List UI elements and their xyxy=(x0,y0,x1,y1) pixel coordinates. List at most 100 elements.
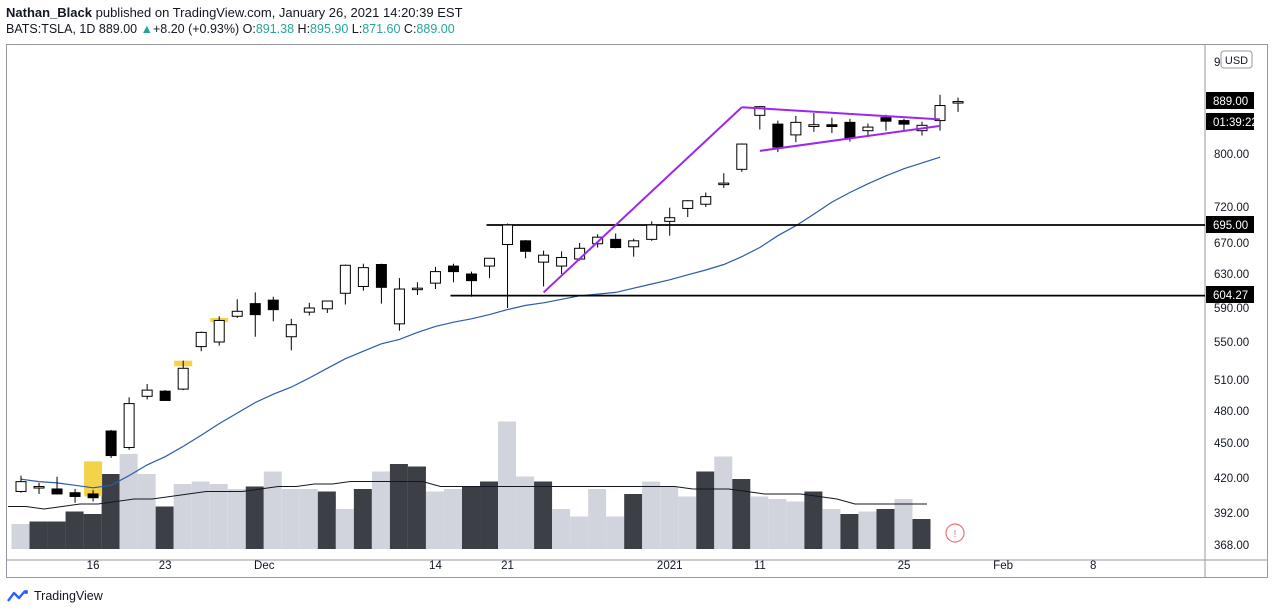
volume-bar xyxy=(443,489,462,549)
candle-body xyxy=(249,303,261,316)
candle-body xyxy=(790,121,802,136)
candle-body xyxy=(754,106,766,116)
y-tick-label: 800.00 xyxy=(1214,149,1249,161)
volume-bar xyxy=(606,516,625,549)
publish-header: Nathan_Black published on TradingView.co… xyxy=(6,5,463,20)
candle-body xyxy=(862,126,874,132)
candle-body xyxy=(718,182,730,186)
candle-body xyxy=(159,390,171,401)
x-tick-label: Feb xyxy=(993,560,1013,572)
x-tick-label: Dec xyxy=(254,560,275,572)
volume-bar xyxy=(335,509,354,549)
high-label: H: xyxy=(297,22,311,36)
pattern-trendline xyxy=(741,106,941,121)
candle-body xyxy=(51,488,63,495)
candle-body xyxy=(466,273,477,282)
volume-bar xyxy=(660,486,679,549)
symbol-label[interactable]: BATS:TSLA, 1D xyxy=(6,22,96,36)
y-tick-label: 720.00 xyxy=(1214,202,1249,214)
volume-bar xyxy=(11,524,30,549)
volume-bar xyxy=(227,489,246,549)
change-value: +8.20 (+0.93%) xyxy=(152,22,240,36)
candle-body xyxy=(664,217,676,222)
y-tick-label: 630.00 xyxy=(1214,269,1249,281)
y-tick-label-partial: 9 xyxy=(1214,57,1220,69)
pattern-trendline xyxy=(759,124,941,152)
candle-body xyxy=(898,120,910,125)
volume-bar xyxy=(155,506,174,549)
volume-bar xyxy=(588,489,607,549)
candle-body xyxy=(502,224,514,246)
chart-frame[interactable] xyxy=(6,44,1268,578)
candle-body xyxy=(123,403,135,449)
open-value: 891.38 xyxy=(255,22,295,36)
candle-body xyxy=(69,492,81,497)
tradingview-footer[interactable]: TradingView xyxy=(6,589,103,603)
pattern-trendline xyxy=(542,106,743,294)
x-tick-label: 14 xyxy=(429,560,442,572)
volume-bar xyxy=(534,481,553,549)
candle-body xyxy=(285,324,297,338)
candle-body xyxy=(447,265,459,273)
candle-body xyxy=(772,123,784,148)
author-name[interactable]: Nathan_Black xyxy=(6,5,92,20)
price-label-box xyxy=(1206,286,1254,303)
candle-body xyxy=(195,331,207,348)
candle-body xyxy=(87,493,99,499)
volume-bar xyxy=(371,471,390,549)
candle-body xyxy=(682,200,694,209)
volume-bar xyxy=(389,464,408,549)
volume-bar xyxy=(858,511,877,549)
candle-body xyxy=(808,124,820,128)
volume-bar xyxy=(245,486,264,549)
volume-bar xyxy=(840,514,859,549)
candle-body xyxy=(141,389,153,397)
candle-body xyxy=(826,124,838,128)
y-tick-label: 450.00 xyxy=(1214,438,1249,450)
volume-bar xyxy=(407,466,426,549)
moving-average-line xyxy=(20,156,941,489)
candle-body xyxy=(321,300,333,310)
low-label: L: xyxy=(351,22,363,36)
volume-bar xyxy=(65,511,84,549)
price-label: 889.00 xyxy=(1213,96,1248,108)
candle-body xyxy=(375,263,387,288)
x-tick-label: 8 xyxy=(1090,560,1096,572)
event-flag-icon xyxy=(945,523,965,543)
candle-body xyxy=(231,310,243,317)
volume-bar xyxy=(299,489,318,549)
volume-bar xyxy=(876,509,895,549)
candle-body xyxy=(357,267,369,287)
price-label: 695.00 xyxy=(1213,220,1248,232)
currency-badge xyxy=(1220,50,1253,69)
y-tick-label: 420.00 xyxy=(1214,473,1249,485)
candle-body xyxy=(393,288,405,325)
volume-bar xyxy=(786,501,805,549)
ohlc-legend: BATS:TSLA, 1D 889.00 ▲+8.20 (+0.93%) O:8… xyxy=(6,22,455,36)
volume-bar xyxy=(191,481,210,549)
volume-bar xyxy=(804,491,823,549)
candle-body xyxy=(538,254,550,263)
x-tick-label: 16 xyxy=(87,560,100,572)
last-price: 889.00 xyxy=(98,22,138,36)
volume-bar xyxy=(750,496,769,549)
candle-body xyxy=(880,117,892,122)
brand-label: TradingView xyxy=(34,589,103,603)
candle-body xyxy=(592,236,604,245)
candle-body xyxy=(429,271,441,284)
candle-body xyxy=(952,101,964,104)
y-tick-label: 392.00 xyxy=(1214,508,1249,520)
candle-body xyxy=(411,287,423,291)
y-tick-label: 480.00 xyxy=(1214,406,1249,418)
volume-bar xyxy=(137,474,156,549)
open-label: O: xyxy=(242,22,256,36)
candle-body xyxy=(105,430,117,457)
volume-bar xyxy=(732,479,751,549)
price-label: 604.27 xyxy=(1213,290,1248,302)
close-value: 889.00 xyxy=(416,22,455,36)
candle-body xyxy=(213,319,225,343)
candle-body xyxy=(556,256,568,267)
y-tick-label: 368.00 xyxy=(1214,540,1249,552)
volume-bar xyxy=(462,486,480,549)
